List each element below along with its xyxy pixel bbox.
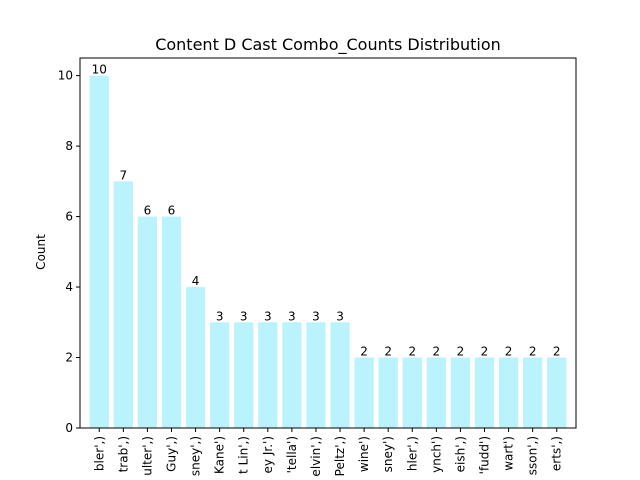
bar bbox=[137, 216, 158, 428]
bar bbox=[426, 357, 446, 428]
bar bbox=[523, 357, 543, 428]
bar bbox=[210, 322, 230, 428]
y-axis-label: Count bbox=[34, 234, 48, 270]
x-tick-label: sson',) bbox=[526, 436, 540, 475]
bar bbox=[185, 287, 206, 428]
y-tick-label: 4 bbox=[65, 280, 73, 294]
bars-group bbox=[89, 75, 567, 429]
y-tick-label: 10 bbox=[58, 69, 73, 83]
x-tick-label: bler',) bbox=[92, 436, 106, 471]
bar bbox=[354, 357, 374, 428]
x-tick-label: Guy',) bbox=[165, 436, 179, 472]
x-tick-label: wart') bbox=[502, 436, 516, 471]
bar-value-label: 2 bbox=[384, 345, 392, 359]
bar bbox=[330, 322, 350, 428]
x-tick-label: sney') bbox=[381, 436, 395, 472]
x-tick-label: 'tella') bbox=[285, 436, 299, 473]
bar-value-label: 2 bbox=[433, 345, 441, 359]
bar bbox=[306, 322, 326, 428]
bar-value-label: 10 bbox=[92, 63, 107, 77]
x-tick-label: ulter',) bbox=[140, 436, 154, 476]
bar-value-label: 2 bbox=[529, 345, 537, 359]
bar-value-label: 2 bbox=[481, 345, 489, 359]
bar-value-label: 3 bbox=[264, 309, 272, 323]
bar-value-label: 3 bbox=[288, 309, 296, 323]
bar bbox=[258, 322, 278, 428]
x-tick-label: 'fudd') bbox=[478, 436, 492, 474]
bar-value-label: 7 bbox=[120, 168, 128, 182]
x-tick-label: hler',) bbox=[405, 436, 419, 471]
x-tick-label: wine') bbox=[357, 436, 371, 472]
y-tick-label: 8 bbox=[65, 139, 73, 153]
x-tick-label: sney',) bbox=[189, 436, 203, 476]
bar-value-label: 2 bbox=[457, 345, 465, 359]
x-tick-label: eish',) bbox=[453, 436, 467, 472]
bar bbox=[474, 357, 495, 428]
x-tick-label: Peltz',) bbox=[333, 436, 347, 476]
bar-value-label: 3 bbox=[312, 309, 320, 323]
x-tick-label: ynch') bbox=[429, 436, 443, 473]
x-tick-label: t Lin',) bbox=[237, 436, 251, 474]
bar bbox=[402, 357, 422, 428]
bar-value-label: 3 bbox=[216, 309, 224, 323]
bar bbox=[234, 322, 254, 428]
chart-title: Content D Cast Combo_Counts Distribution bbox=[155, 35, 501, 55]
bar-value-label: 6 bbox=[144, 204, 152, 218]
bar bbox=[547, 357, 567, 428]
bar-value-label: 3 bbox=[336, 309, 344, 323]
bar bbox=[161, 216, 182, 428]
x-tick-label: ey Jr.') bbox=[261, 436, 275, 473]
bar-value-label: 2 bbox=[360, 345, 368, 359]
bar-value-label: 3 bbox=[240, 309, 248, 323]
y-tick-label: 6 bbox=[65, 210, 73, 224]
bar-value-label: 2 bbox=[408, 345, 416, 359]
bar-value-label: 2 bbox=[505, 345, 513, 359]
x-tick-label: Kane') bbox=[213, 436, 227, 474]
y-tick-label: 0 bbox=[65, 421, 73, 435]
y-tick-label: 2 bbox=[65, 351, 73, 365]
bar bbox=[282, 322, 302, 428]
bar bbox=[450, 357, 471, 428]
bar bbox=[113, 181, 133, 428]
bar-value-label: 4 bbox=[192, 274, 200, 288]
plot-frame bbox=[79, 57, 577, 429]
bar-value-label: 2 bbox=[553, 345, 561, 359]
x-tick-label: elvin',) bbox=[309, 436, 323, 477]
bar bbox=[378, 357, 398, 428]
data-labels-group: 10 7 6 6 4 3 3 3 3 3 3 2 2 2 2 2 2 2 2 2 bbox=[92, 63, 561, 359]
x-axis: bler',) trab',) ulter',) Guy',) sney',) Kane'… bbox=[92, 428, 564, 477]
x-tick-label: trab',) bbox=[116, 436, 130, 472]
bar bbox=[89, 75, 109, 429]
bar-value-label: 6 bbox=[168, 204, 176, 218]
y-axis: 0 2 4 6 8 10 bbox=[58, 69, 80, 435]
bar bbox=[498, 357, 519, 428]
x-tick-label: erts',) bbox=[550, 436, 564, 471]
